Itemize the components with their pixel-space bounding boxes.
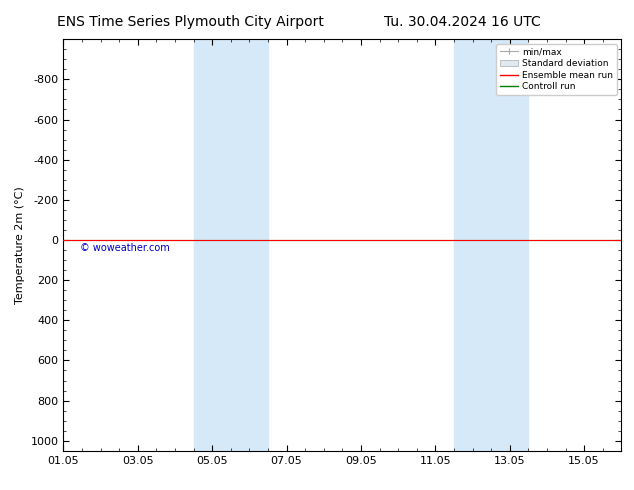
Legend: min/max, Standard deviation, Ensemble mean run, Controll run: min/max, Standard deviation, Ensemble me… (496, 44, 617, 95)
Text: © woweather.com: © woweather.com (80, 243, 170, 253)
Text: ENS Time Series Plymouth City Airport: ENS Time Series Plymouth City Airport (57, 15, 323, 29)
Y-axis label: Temperature 2m (°C): Temperature 2m (°C) (15, 186, 25, 304)
Bar (193, 39, 268, 451)
Bar (454, 39, 528, 451)
Text: Tu. 30.04.2024 16 UTC: Tu. 30.04.2024 16 UTC (384, 15, 541, 29)
